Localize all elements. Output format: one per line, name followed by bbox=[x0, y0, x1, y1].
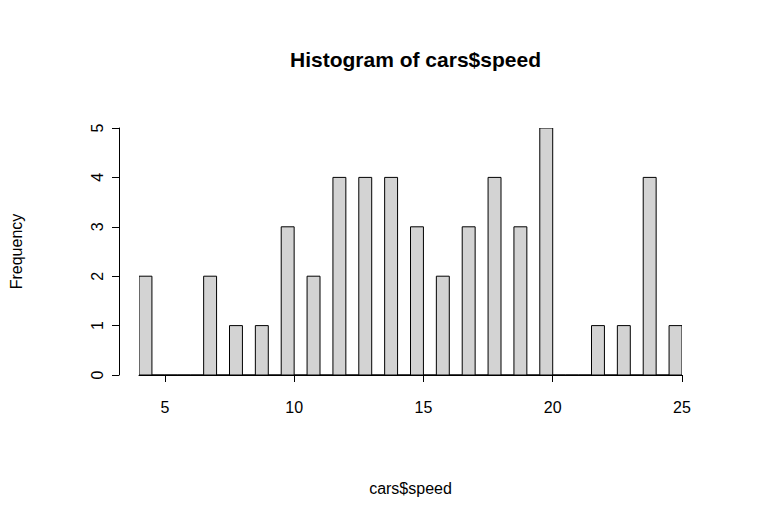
svg-text:5: 5 bbox=[160, 399, 169, 416]
svg-text:4: 4 bbox=[89, 173, 106, 182]
svg-text:15: 15 bbox=[415, 399, 433, 416]
svg-text:2: 2 bbox=[89, 272, 106, 281]
svg-text:3: 3 bbox=[89, 222, 106, 231]
svg-text:10: 10 bbox=[285, 399, 303, 416]
svg-text:cars$speed: cars$speed bbox=[369, 480, 452, 497]
svg-text:20: 20 bbox=[544, 399, 562, 416]
svg-text:25: 25 bbox=[673, 399, 691, 416]
svg-text:0: 0 bbox=[89, 370, 106, 379]
svg-text:5: 5 bbox=[89, 123, 106, 132]
svg-text:Frequency: Frequency bbox=[8, 214, 25, 290]
svg-text:Histogram of cars$speed: Histogram of cars$speed bbox=[290, 48, 541, 71]
svg-text:1: 1 bbox=[89, 321, 106, 330]
